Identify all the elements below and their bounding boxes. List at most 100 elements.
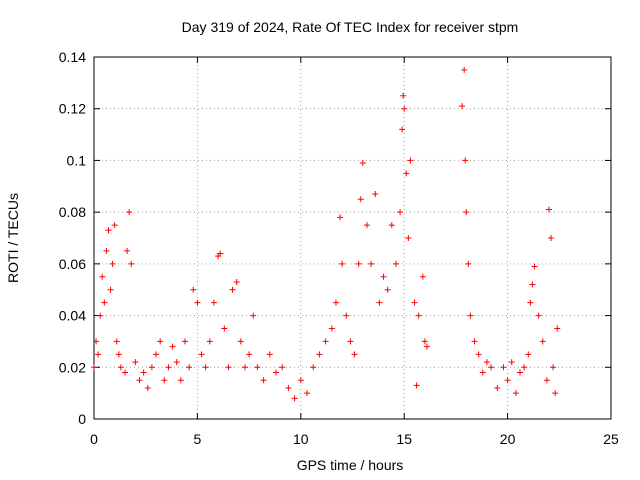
data-point xyxy=(161,377,168,384)
data-point xyxy=(109,260,116,267)
data-point xyxy=(357,196,364,203)
data-point xyxy=(246,351,253,358)
data-point xyxy=(190,286,197,293)
data-point xyxy=(397,209,404,216)
y-axis-tick-labels: 0 0.02 0.04 0.06 0.08 0.1 0.12 0.14 xyxy=(59,49,86,427)
data-point xyxy=(332,299,339,306)
x-tick-label: 5 xyxy=(194,431,202,447)
data-point xyxy=(297,377,304,384)
plot-frame xyxy=(93,56,612,420)
data-point xyxy=(363,222,370,229)
data-point xyxy=(494,384,501,391)
data-point xyxy=(126,209,133,216)
chart-title: Day 319 of 2024, Rate Of TEC Index for r… xyxy=(182,19,519,35)
data-point xyxy=(111,222,118,229)
data-point xyxy=(148,364,155,371)
data-point xyxy=(411,299,418,306)
data-point xyxy=(165,364,172,371)
data-point xyxy=(531,263,538,270)
data-point xyxy=(107,286,114,293)
data-point xyxy=(266,351,273,358)
data-point xyxy=(337,214,344,221)
data-point xyxy=(392,260,399,267)
data-point xyxy=(500,364,507,371)
data-point xyxy=(250,312,257,319)
data-point xyxy=(339,260,346,267)
data-point xyxy=(521,364,528,371)
data-point xyxy=(181,338,188,345)
data-point xyxy=(225,364,232,371)
data-point xyxy=(140,369,147,376)
data-point xyxy=(527,299,534,306)
y-tick-label: 0.02 xyxy=(59,359,86,375)
x-tick-label: 15 xyxy=(396,431,412,447)
data-point xyxy=(413,382,420,389)
data-point xyxy=(304,390,311,397)
data-point xyxy=(285,384,292,391)
data-point xyxy=(543,377,550,384)
data-point xyxy=(173,359,180,366)
data-point xyxy=(545,206,552,213)
data-point xyxy=(310,364,317,371)
y-tick-label: 0 xyxy=(78,411,86,427)
data-point xyxy=(512,390,519,397)
data-point xyxy=(210,299,217,306)
data-point xyxy=(359,160,366,167)
data-point xyxy=(467,312,474,319)
data-point xyxy=(272,369,279,376)
x-axis-label: GPS time / hours xyxy=(297,457,404,473)
data-point xyxy=(115,351,122,358)
data-point xyxy=(157,338,164,345)
y-tick-label: 0.12 xyxy=(59,101,86,117)
data-point xyxy=(198,351,205,358)
data-point xyxy=(103,247,110,254)
data-point xyxy=(117,364,124,371)
data-point xyxy=(552,390,559,397)
y-tick-label: 0.1 xyxy=(67,152,87,168)
data-point xyxy=(461,66,468,73)
grid-lines xyxy=(94,57,611,419)
data-point xyxy=(355,260,362,267)
x-tick-label: 20 xyxy=(500,431,516,447)
data-point xyxy=(548,235,555,241)
data-point xyxy=(95,351,102,358)
data-points xyxy=(91,66,561,402)
data-point xyxy=(525,351,532,358)
data-point xyxy=(260,377,267,384)
data-point xyxy=(136,377,143,384)
data-point xyxy=(550,364,557,371)
data-point xyxy=(237,338,244,345)
y-tick-label: 0.14 xyxy=(59,49,86,65)
data-point xyxy=(419,273,426,280)
x-tick-label: 25 xyxy=(603,431,619,447)
data-point xyxy=(368,260,375,267)
data-point xyxy=(316,351,323,358)
data-point xyxy=(144,384,151,391)
data-point xyxy=(99,273,106,280)
data-point xyxy=(241,364,248,371)
data-point xyxy=(380,273,387,280)
data-point xyxy=(233,278,240,285)
data-point xyxy=(328,325,335,332)
x-tick-label: 10 xyxy=(293,431,309,447)
data-point xyxy=(128,260,135,267)
data-point xyxy=(122,369,129,376)
data-point xyxy=(554,325,561,332)
data-point xyxy=(291,395,298,402)
data-point xyxy=(113,338,120,345)
data-point xyxy=(279,364,286,371)
data-point xyxy=(206,338,213,345)
data-point xyxy=(202,364,209,371)
data-point xyxy=(93,338,100,345)
y-tick-label: 0.08 xyxy=(59,204,86,220)
data-point xyxy=(153,351,160,358)
data-point xyxy=(529,281,536,288)
data-point xyxy=(407,157,414,164)
data-point xyxy=(403,170,410,177)
data-point xyxy=(177,377,184,384)
data-point xyxy=(504,377,511,384)
data-point xyxy=(347,338,354,345)
data-point xyxy=(343,312,350,319)
data-point xyxy=(400,92,407,99)
